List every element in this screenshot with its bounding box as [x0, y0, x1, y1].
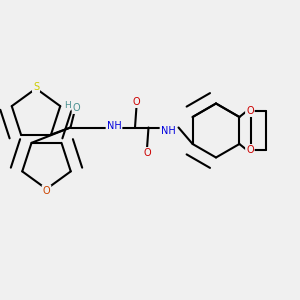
- Text: O: O: [246, 106, 254, 116]
- Text: H: H: [64, 100, 71, 109]
- Text: O: O: [143, 148, 151, 158]
- Text: O: O: [133, 97, 140, 107]
- Text: O: O: [73, 103, 80, 113]
- Text: NH: NH: [160, 125, 175, 136]
- Text: O: O: [246, 145, 254, 155]
- Text: O: O: [43, 185, 50, 196]
- Text: NH: NH: [106, 121, 122, 131]
- Text: S: S: [33, 82, 39, 92]
